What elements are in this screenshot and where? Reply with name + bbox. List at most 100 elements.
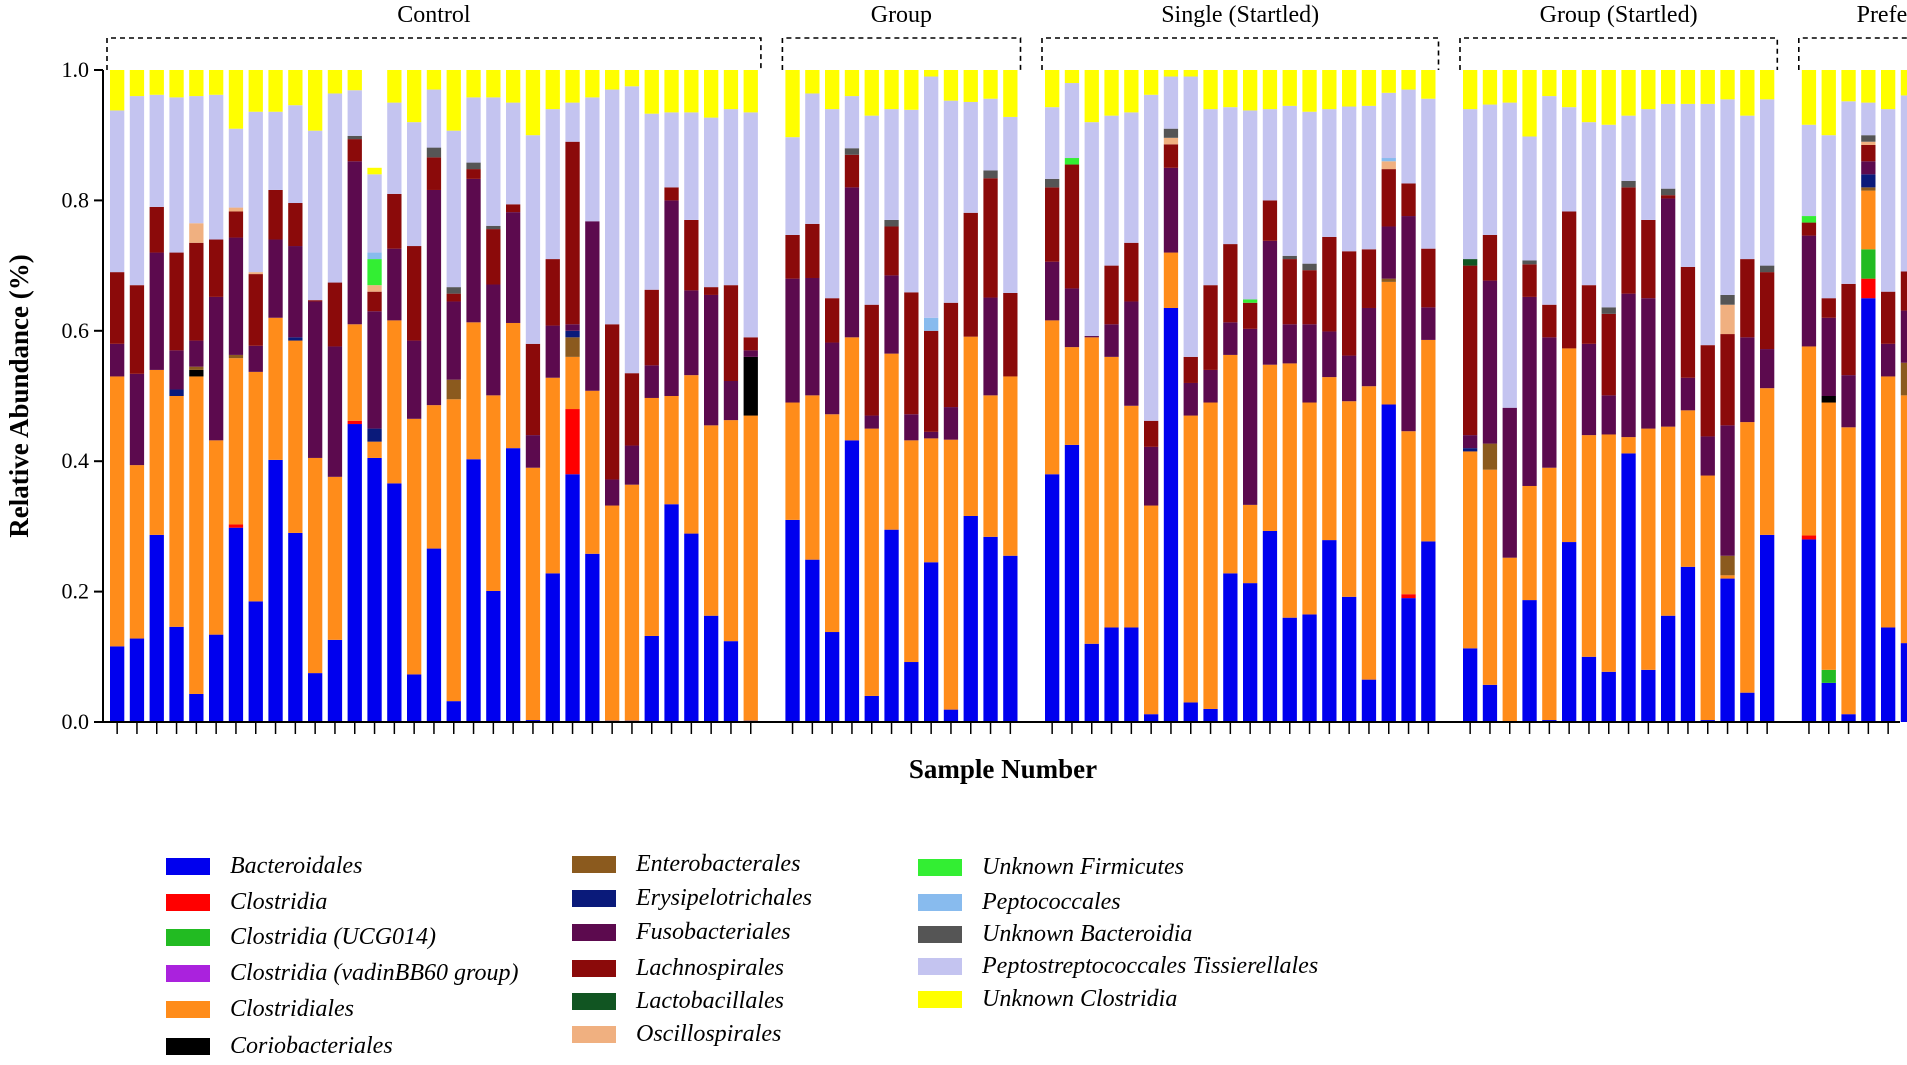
bar-segment — [1203, 402, 1218, 709]
bar-stack — [1740, 70, 1755, 722]
bar-segment — [1342, 355, 1357, 402]
bar-segment — [1463, 448, 1478, 452]
bar-segment — [407, 340, 422, 419]
bar-segment — [1463, 70, 1478, 110]
bar-stack — [288, 70, 303, 722]
bar-segment — [723, 285, 739, 381]
bar-segment — [347, 70, 362, 91]
bar-segment — [367, 252, 382, 260]
bar-segment — [327, 639, 343, 722]
bar-segment — [884, 219, 899, 227]
bar-segment — [1821, 135, 1836, 299]
bar-segment — [1680, 70, 1696, 104]
bar-segment — [1183, 70, 1198, 77]
bar-stack — [844, 70, 860, 722]
bar-segment — [228, 70, 244, 129]
bar-segment — [825, 414, 840, 633]
bar-segment — [864, 115, 879, 305]
bar-segment — [1841, 283, 1856, 376]
bar-segment — [446, 293, 461, 302]
bar-segment — [1562, 107, 1577, 212]
bar-segment — [1801, 70, 1817, 125]
bar-segment — [288, 340, 303, 533]
bar-segment — [743, 112, 758, 338]
bar-segment — [1342, 596, 1357, 722]
bar-segment — [1381, 226, 1396, 279]
bar-segment — [1084, 337, 1099, 644]
bar-segment — [1601, 124, 1616, 308]
bar-segment — [1482, 234, 1498, 281]
bar-segment — [1104, 627, 1119, 722]
bar-segment — [367, 167, 382, 175]
bar-segment — [446, 301, 461, 380]
bar-segment — [486, 229, 501, 285]
bar-stack — [1621, 70, 1636, 722]
bar-segment — [1821, 682, 1836, 722]
bar-segment — [1463, 109, 1478, 260]
bar-segment — [624, 70, 640, 87]
bar-segment — [1381, 70, 1396, 93]
bar-segment — [743, 350, 758, 357]
bar-segment — [1003, 292, 1018, 377]
bar-segment — [327, 282, 343, 347]
bar-segment — [1881, 343, 1896, 377]
bar-segment — [1064, 288, 1080, 348]
bar-segment — [1144, 446, 1159, 506]
bar-segment — [367, 285, 382, 292]
bar-segment — [129, 465, 145, 639]
bar-segment — [1124, 242, 1139, 302]
bar-segment — [149, 369, 164, 535]
bar-segment — [189, 223, 204, 243]
bar-segment — [248, 274, 263, 346]
bar-segment — [864, 695, 879, 722]
bar-segment — [785, 137, 800, 235]
bar-segment — [844, 187, 860, 338]
bar-segment — [565, 330, 580, 338]
bar-stack — [1243, 70, 1258, 722]
bar-segment — [486, 395, 501, 591]
bar-segment — [189, 693, 204, 722]
y-tick-label: 1.0 — [62, 57, 90, 82]
bar-stack — [1720, 70, 1735, 722]
bar-segment — [1720, 99, 1735, 295]
bar-segment — [367, 174, 382, 253]
bar-segment — [644, 289, 659, 366]
bar-segment — [1463, 265, 1478, 436]
bar-segment — [805, 223, 820, 278]
bar-segment — [1482, 684, 1498, 722]
bar-segment — [387, 320, 402, 484]
y-tick-label: 0.4 — [62, 448, 90, 473]
bar-segment — [1601, 307, 1616, 314]
bar-stack — [825, 70, 840, 722]
bar-segment — [723, 641, 739, 722]
bar-stack — [1361, 70, 1377, 722]
bar-segment — [924, 438, 939, 563]
bar-segment — [1680, 566, 1696, 722]
bar-segment — [347, 424, 362, 722]
bar-segment — [1282, 105, 1297, 256]
bar-stack — [904, 70, 919, 722]
bar-segment — [169, 396, 184, 627]
bar-segment — [189, 376, 204, 694]
bar-segment — [1302, 270, 1317, 325]
group-brackets: Control Group Single (Startled) Group (Star… — [106, 2, 1907, 70]
bar-segment — [228, 358, 244, 525]
bar-stack — [1203, 70, 1218, 722]
bar-segment — [407, 246, 422, 341]
bar-segment — [785, 234, 800, 279]
bar-segment — [169, 252, 184, 351]
bar-segment — [1601, 434, 1616, 672]
bar-segment — [525, 135, 541, 344]
bar-stack — [308, 70, 323, 722]
bar-segment — [1801, 346, 1817, 536]
bar-segment — [1243, 328, 1258, 505]
bar-segment — [585, 70, 600, 98]
bar-segment — [110, 272, 125, 344]
bar-segment — [1841, 101, 1856, 284]
bar-segment — [1522, 136, 1537, 261]
bar-segment — [1621, 293, 1636, 438]
bar-segment — [387, 102, 402, 194]
bar-segment — [805, 70, 820, 94]
bar-segment — [1601, 313, 1616, 396]
